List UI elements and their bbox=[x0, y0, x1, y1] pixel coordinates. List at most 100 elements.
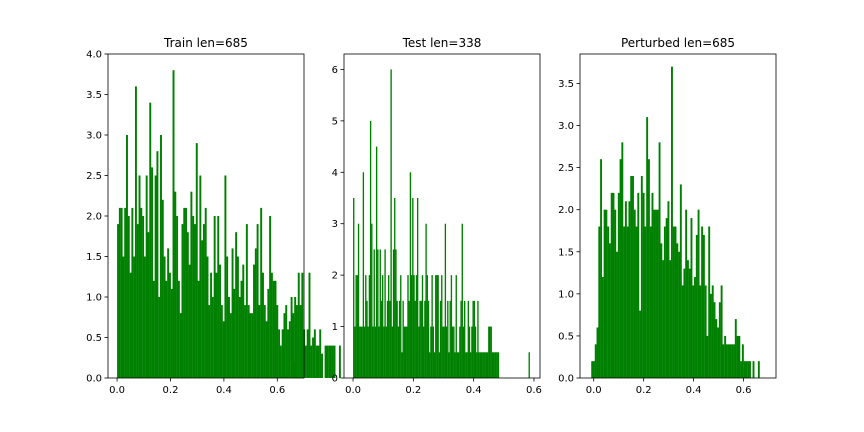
histogram-bar bbox=[126, 135, 128, 378]
histogram-bar bbox=[391, 326, 393, 378]
histogram-bar bbox=[626, 226, 629, 378]
histogram-bar bbox=[494, 352, 496, 378]
histogram-bar bbox=[194, 224, 196, 378]
histogram-bar bbox=[254, 248, 257, 378]
x-tick-label: 0.2 bbox=[636, 385, 652, 396]
histogram-bar bbox=[663, 226, 666, 378]
histogram-bar bbox=[718, 302, 721, 378]
histogram-bar bbox=[183, 207, 186, 378]
y-tick-label: 0.0 bbox=[558, 374, 574, 385]
histogram-bar bbox=[612, 192, 615, 378]
histogram-bar bbox=[124, 207, 127, 378]
histogram-bar bbox=[383, 326, 385, 378]
histogram-bar bbox=[229, 313, 232, 378]
histogram-bar bbox=[168, 272, 171, 378]
histogram-bar bbox=[485, 352, 488, 378]
histogram-bar bbox=[396, 300, 398, 378]
histogram-bar bbox=[471, 326, 473, 378]
y-tick-label: 1.0 bbox=[86, 293, 102, 304]
histogram-bar bbox=[312, 337, 315, 378]
histogram-bar bbox=[374, 326, 377, 378]
histogram-bar bbox=[460, 300, 462, 378]
histogram-bar bbox=[165, 280, 168, 378]
y-tick-label: 3.5 bbox=[558, 79, 574, 90]
histogram-bar bbox=[206, 256, 209, 378]
histogram-bar bbox=[176, 216, 179, 378]
histogram-bar bbox=[117, 224, 120, 378]
histogram-bar bbox=[715, 319, 718, 378]
histogram-bar bbox=[418, 326, 420, 378]
histogram-bar bbox=[127, 216, 130, 378]
histogram-bar bbox=[118, 207, 121, 378]
histogram-bar bbox=[395, 249, 397, 378]
histogram-bar bbox=[492, 352, 495, 378]
histogram-bar bbox=[179, 313, 182, 378]
histogram-bar bbox=[729, 344, 732, 378]
histogram-bar bbox=[240, 280, 243, 378]
histogram-bar bbox=[669, 260, 672, 378]
histogram-bar bbox=[199, 175, 202, 378]
histogram-bar bbox=[181, 224, 184, 378]
histogram-bar bbox=[149, 102, 152, 378]
histogram-bar bbox=[142, 216, 145, 378]
histogram-bar bbox=[145, 175, 148, 378]
histogram-bar bbox=[160, 135, 162, 378]
histogram-bar bbox=[477, 300, 479, 378]
histogram-bar bbox=[208, 305, 211, 378]
histogram-bar bbox=[403, 326, 406, 378]
y-tick-label: 3.0 bbox=[558, 121, 574, 132]
histogram-bar bbox=[651, 192, 654, 378]
histogram-bar bbox=[415, 275, 418, 378]
x-tick-label: 0.0 bbox=[586, 385, 602, 396]
histogram-bar bbox=[365, 275, 367, 378]
histogram-bar bbox=[371, 223, 373, 378]
x-tick-label: 0.0 bbox=[345, 385, 361, 396]
histogram-bar bbox=[381, 275, 384, 378]
histogram-bar bbox=[186, 232, 189, 378]
histogram-bar bbox=[360, 326, 362, 378]
histogram-bar bbox=[274, 280, 277, 378]
histogram-bar bbox=[231, 248, 234, 378]
histogram-bar bbox=[473, 300, 476, 378]
histogram-bar bbox=[711, 285, 714, 378]
histogram-bar bbox=[708, 226, 711, 378]
histogram-bar bbox=[256, 224, 259, 378]
y-tick-label: 4 bbox=[332, 168, 338, 179]
histogram-bar bbox=[392, 249, 395, 378]
histogram-bar bbox=[484, 352, 486, 378]
histogram-bar bbox=[290, 297, 293, 378]
histogram-bar bbox=[747, 361, 750, 378]
histogram-bar bbox=[426, 275, 428, 378]
histogram-bar bbox=[219, 264, 221, 378]
histogram-bar bbox=[134, 86, 137, 379]
histogram-bar bbox=[607, 226, 610, 378]
histogram-bar bbox=[419, 300, 421, 378]
y-tick-label: 3.0 bbox=[86, 131, 102, 142]
histogram-bar bbox=[406, 326, 408, 378]
x-tick-label: 0.6 bbox=[526, 385, 542, 396]
histogram-bar bbox=[624, 201, 627, 378]
histogram-bar bbox=[692, 285, 695, 378]
histogram-bar bbox=[138, 175, 141, 378]
histogram-bar bbox=[472, 300, 474, 378]
histogram-bar bbox=[497, 352, 500, 378]
histogram-bar bbox=[495, 352, 497, 378]
histogram-bar bbox=[249, 313, 252, 378]
histogram-bar bbox=[379, 249, 381, 378]
histogram-bar bbox=[174, 191, 177, 378]
histogram-bar bbox=[757, 361, 760, 378]
histogram-bar bbox=[154, 175, 157, 378]
histogram-bar bbox=[619, 159, 622, 378]
histogram-bar bbox=[297, 272, 300, 378]
axes-frame bbox=[579, 53, 777, 379]
histogram-bar bbox=[647, 159, 650, 378]
histogram-bar bbox=[640, 176, 643, 378]
histogram-bar bbox=[593, 361, 595, 378]
histogram-bar bbox=[188, 264, 191, 378]
histogram-bar bbox=[423, 326, 425, 378]
histogram-bar bbox=[362, 172, 365, 378]
histogram-bar bbox=[306, 329, 309, 378]
histogram-bar bbox=[402, 300, 404, 378]
histogram-bar bbox=[416, 198, 419, 378]
